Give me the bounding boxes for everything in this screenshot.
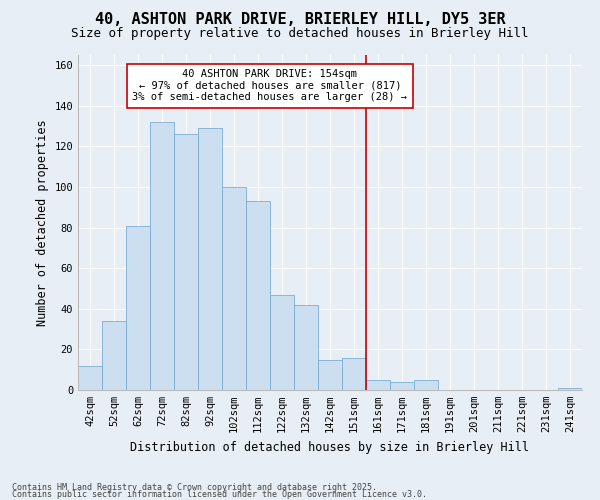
Text: Contains public sector information licensed under the Open Government Licence v3: Contains public sector information licen…	[12, 490, 427, 499]
Bar	[222, 187, 246, 390]
Bar	[246, 201, 270, 390]
Bar	[366, 380, 390, 390]
Bar	[342, 358, 366, 390]
Text: 40 ASHTON PARK DRIVE: 154sqm
← 97% of detached houses are smaller (817)
3% of se: 40 ASHTON PARK DRIVE: 154sqm ← 97% of de…	[133, 69, 407, 102]
Y-axis label: Number of detached properties: Number of detached properties	[36, 119, 49, 326]
Text: Contains HM Land Registry data © Crown copyright and database right 2025.: Contains HM Land Registry data © Crown c…	[12, 484, 377, 492]
X-axis label: Distribution of detached houses by size in Brierley Hill: Distribution of detached houses by size …	[131, 440, 530, 454]
Text: Size of property relative to detached houses in Brierley Hill: Size of property relative to detached ho…	[71, 28, 529, 40]
Bar	[318, 360, 342, 390]
Bar	[414, 380, 438, 390]
Bar	[558, 388, 582, 390]
Bar	[390, 382, 414, 390]
Bar	[294, 304, 318, 390]
Bar	[78, 366, 102, 390]
Bar	[198, 128, 222, 390]
Bar	[102, 321, 126, 390]
Text: 40, ASHTON PARK DRIVE, BRIERLEY HILL, DY5 3ER: 40, ASHTON PARK DRIVE, BRIERLEY HILL, DY…	[95, 12, 505, 28]
Bar	[270, 294, 294, 390]
Bar	[174, 134, 198, 390]
Bar	[150, 122, 174, 390]
Bar	[126, 226, 150, 390]
